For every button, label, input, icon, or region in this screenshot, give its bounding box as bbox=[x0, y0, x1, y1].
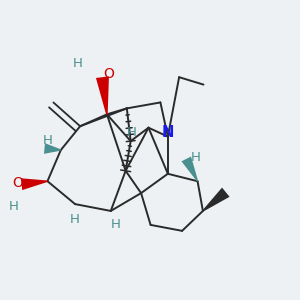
Text: H: H bbox=[70, 213, 80, 226]
Polygon shape bbox=[21, 178, 47, 190]
Text: H: H bbox=[126, 126, 136, 139]
Polygon shape bbox=[182, 157, 198, 181]
Polygon shape bbox=[44, 143, 61, 154]
Text: H: H bbox=[43, 134, 53, 147]
Text: N: N bbox=[162, 125, 174, 140]
Text: O: O bbox=[13, 176, 23, 190]
Polygon shape bbox=[96, 76, 109, 114]
Text: H: H bbox=[73, 57, 83, 70]
Text: H: H bbox=[191, 151, 201, 164]
Text: H: H bbox=[8, 200, 18, 213]
Text: O: O bbox=[103, 67, 114, 81]
Text: H: H bbox=[110, 218, 120, 231]
Polygon shape bbox=[202, 188, 230, 212]
